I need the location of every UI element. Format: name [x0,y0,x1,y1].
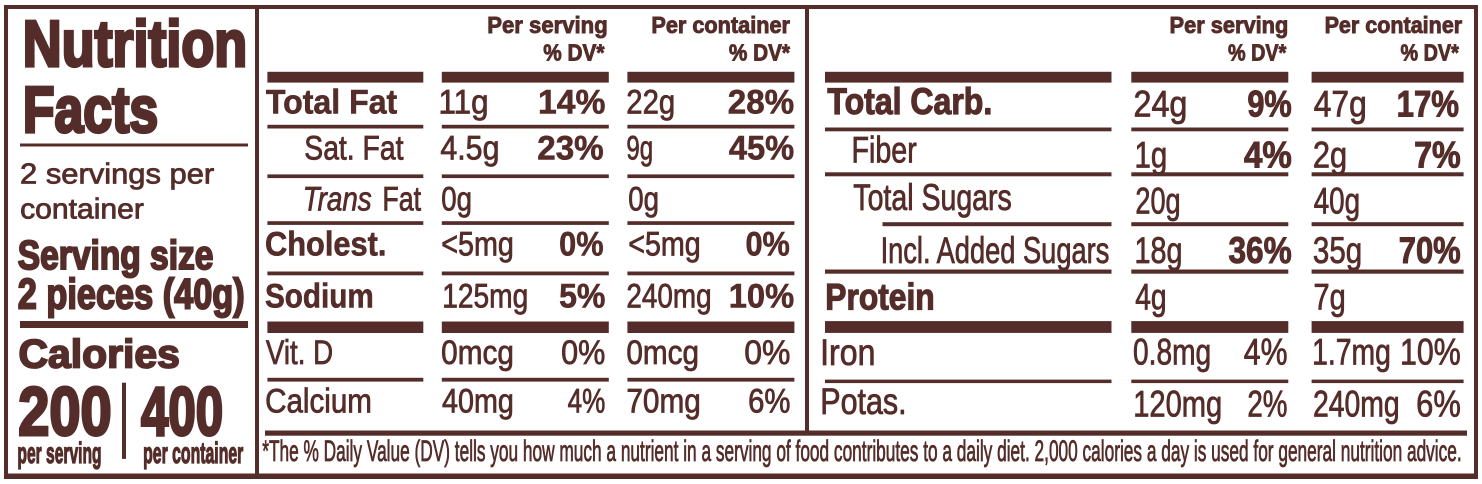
svg-text:Per serving: Per serving [1170,11,1289,38]
svg-text:Incl. Added Sugars: Incl. Added Sugars [881,230,1110,271]
svg-text:<5mg: <5mg [628,224,701,263]
svg-text:Fiber: Fiber [851,130,916,171]
svg-text:10%: 10% [729,278,794,316]
svg-text:240mg: 240mg [1313,383,1400,425]
svg-text:Vit. D: Vit. D [266,333,333,372]
svg-text:9g: 9g [626,129,653,167]
svg-text:Per container: Per container [651,12,790,38]
svg-text:20g: 20g [1135,180,1180,221]
svg-text:23%: 23% [537,129,603,168]
svg-text:10%: 10% [1400,332,1461,374]
svg-text:45%: 45% [729,130,794,168]
svg-text:0mcg: 0mcg [626,333,699,372]
svg-text:11g: 11g [439,82,489,121]
svg-text:5%: 5% [559,277,605,315]
svg-text:Calories: Calories [19,331,180,376]
svg-text:% DV*: % DV* [543,39,604,65]
svg-text:Per container: Per container [1325,12,1463,38]
svg-text:36%: 36% [1228,231,1291,272]
svg-text:0mcg: 0mcg [441,333,514,372]
svg-text:Total Sugars: Total Sugars [853,176,1011,217]
svg-text:container: container [20,193,144,225]
svg-text:Fat: Fat [382,179,421,218]
svg-text:24g: 24g [1133,84,1187,124]
svg-text:28%: 28% [728,83,794,122]
svg-text:Facts: Facts [23,75,158,147]
svg-text:1g: 1g [1135,135,1168,176]
svg-text:% DV*: % DV* [1228,39,1287,66]
svg-text:40g: 40g [1314,179,1360,221]
svg-text:35g: 35g [1313,231,1362,272]
svg-text:Total Fat: Total Fat [266,83,397,121]
svg-text:120mg: 120mg [1133,384,1222,425]
svg-text:Cholest.: Cholest. [265,224,386,263]
svg-text:22g: 22g [626,82,675,121]
svg-text:0%: 0% [561,332,605,371]
svg-text:9%: 9% [1247,84,1291,125]
svg-text:70%: 70% [1399,231,1461,272]
svg-text:400: 400 [141,373,223,450]
svg-text:Protein: Protein [825,277,934,318]
svg-text:Per serving: Per serving [487,11,607,38]
svg-text:70mg: 70mg [626,382,700,421]
svg-text:18g: 18g [1135,231,1183,272]
svg-text:6%: 6% [1416,384,1461,425]
svg-text:4%: 4% [568,382,606,420]
svg-text:Potas.: Potas. [820,381,906,422]
svg-text:Sodium: Sodium [265,276,374,315]
svg-text:<5mg: <5mg [441,224,514,263]
svg-text:0%: 0% [744,334,790,372]
svg-text:40mg: 40mg [442,381,514,420]
svg-text:2g: 2g [1313,135,1347,176]
svg-text:Calcium: Calcium [265,382,372,421]
svg-text:% DV*: % DV* [729,39,790,65]
svg-text:2 pieces (40g): 2 pieces (40g) [18,271,245,318]
svg-text:2 servings per: 2 servings per [20,158,214,190]
svg-text:6%: 6% [748,381,790,420]
svg-text:7g: 7g [1314,277,1346,318]
svg-text:7%: 7% [1414,135,1461,175]
svg-text:4%: 4% [1244,135,1292,176]
svg-text:Trans: Trans [303,179,372,218]
svg-text:125mg: 125mg [442,276,528,315]
svg-text:Sat. Fat: Sat. Fat [304,128,403,167]
svg-text:*The % Daily Value (DV) tells: *The % Daily Value (DV) tells you how mu… [262,435,1461,468]
svg-text:4%: 4% [1244,332,1288,374]
svg-text:per serving: per serving [17,437,101,471]
svg-text:0.8mg: 0.8mg [1133,331,1211,373]
svg-text:4.5g: 4.5g [440,129,499,167]
svg-text:0g: 0g [441,179,472,218]
svg-text:0g: 0g [628,179,659,218]
svg-text:4g: 4g [1135,276,1166,318]
svg-text:Nutrition: Nutrition [23,7,247,80]
svg-text:Serving size: Serving size [18,232,214,278]
svg-text:2%: 2% [1247,383,1287,425]
svg-text:0%: 0% [559,224,603,263]
svg-text:0%: 0% [745,224,789,263]
svg-text:per container: per container [143,437,243,471]
svg-text:200: 200 [18,374,112,451]
svg-text:1.7mg: 1.7mg [1312,331,1391,373]
svg-text:47g: 47g [1314,84,1367,125]
svg-text:% DV*: % DV* [1401,39,1460,66]
svg-text:14%: 14% [538,83,605,121]
svg-text:Iron: Iron [820,333,875,374]
svg-text:240mg: 240mg [626,277,711,316]
svg-text:17%: 17% [1397,84,1459,125]
svg-text:Total Carb.: Total Carb. [827,82,992,123]
